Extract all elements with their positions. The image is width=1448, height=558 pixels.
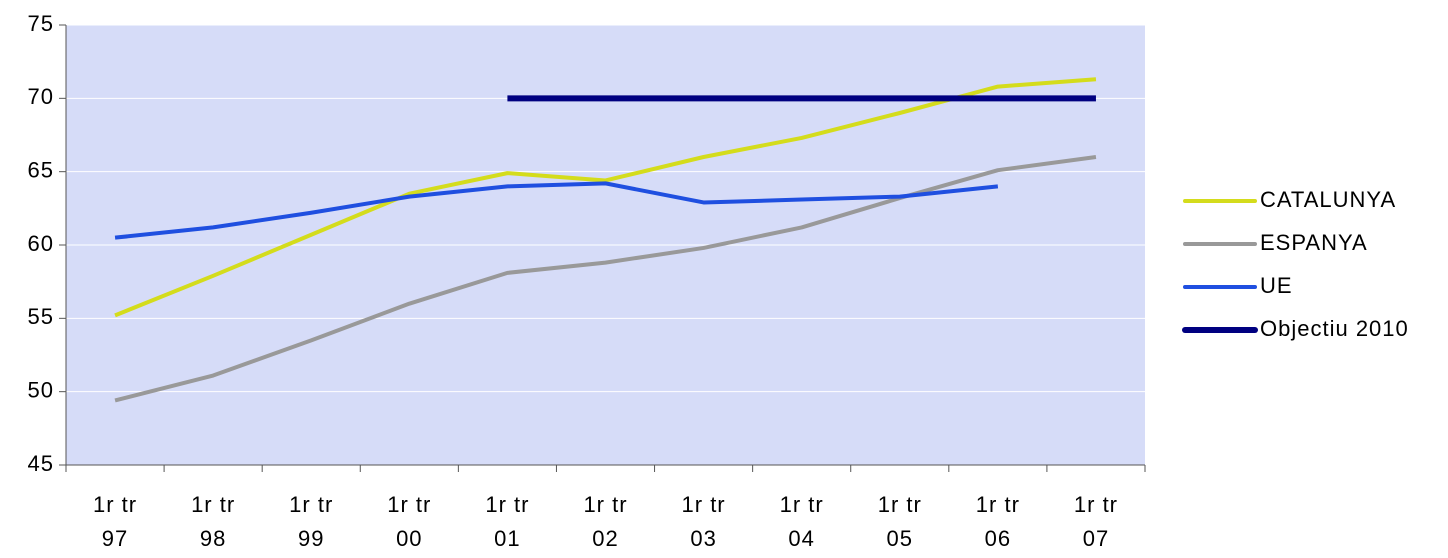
legend-label: CATALUNYA xyxy=(1260,187,1396,212)
y-tick-label: 70 xyxy=(28,84,54,109)
series-line xyxy=(114,155,1097,403)
x-tick-label: 1r tr 06 xyxy=(975,492,1020,551)
y-tick-label: 50 xyxy=(28,377,54,402)
x-tick-label: 1r tr 01 xyxy=(485,492,530,551)
x-tick-label: 1r tr 03 xyxy=(681,492,726,551)
x-tick-label: 1r tr 97 xyxy=(92,492,138,551)
series-line xyxy=(114,181,999,240)
legend-label: Objectiu 2010 xyxy=(1260,316,1409,341)
x-tick-label: 1r tr 07 xyxy=(1073,492,1119,551)
x-tick-label: 1r tr 00 xyxy=(387,492,432,551)
legend-label: UE xyxy=(1260,273,1293,298)
y-tick-label: 65 xyxy=(28,157,54,182)
x-tick-label: 1r tr 02 xyxy=(583,492,628,551)
y-tick-label: 60 xyxy=(28,231,54,256)
series-line xyxy=(114,77,1097,318)
x-tick-label: 1r tr 99 xyxy=(289,492,334,551)
y-tick-label: 45 xyxy=(28,451,54,476)
x-tick-label: 1r tr 04 xyxy=(779,492,824,551)
x-tick-label: 1r tr 98 xyxy=(191,492,236,551)
y-tick-label: 55 xyxy=(28,304,54,329)
legend-label: ESPANYA xyxy=(1260,230,1368,255)
x-tick-label: 1r tr 05 xyxy=(877,492,922,551)
y-tick-label: 75 xyxy=(28,11,54,36)
